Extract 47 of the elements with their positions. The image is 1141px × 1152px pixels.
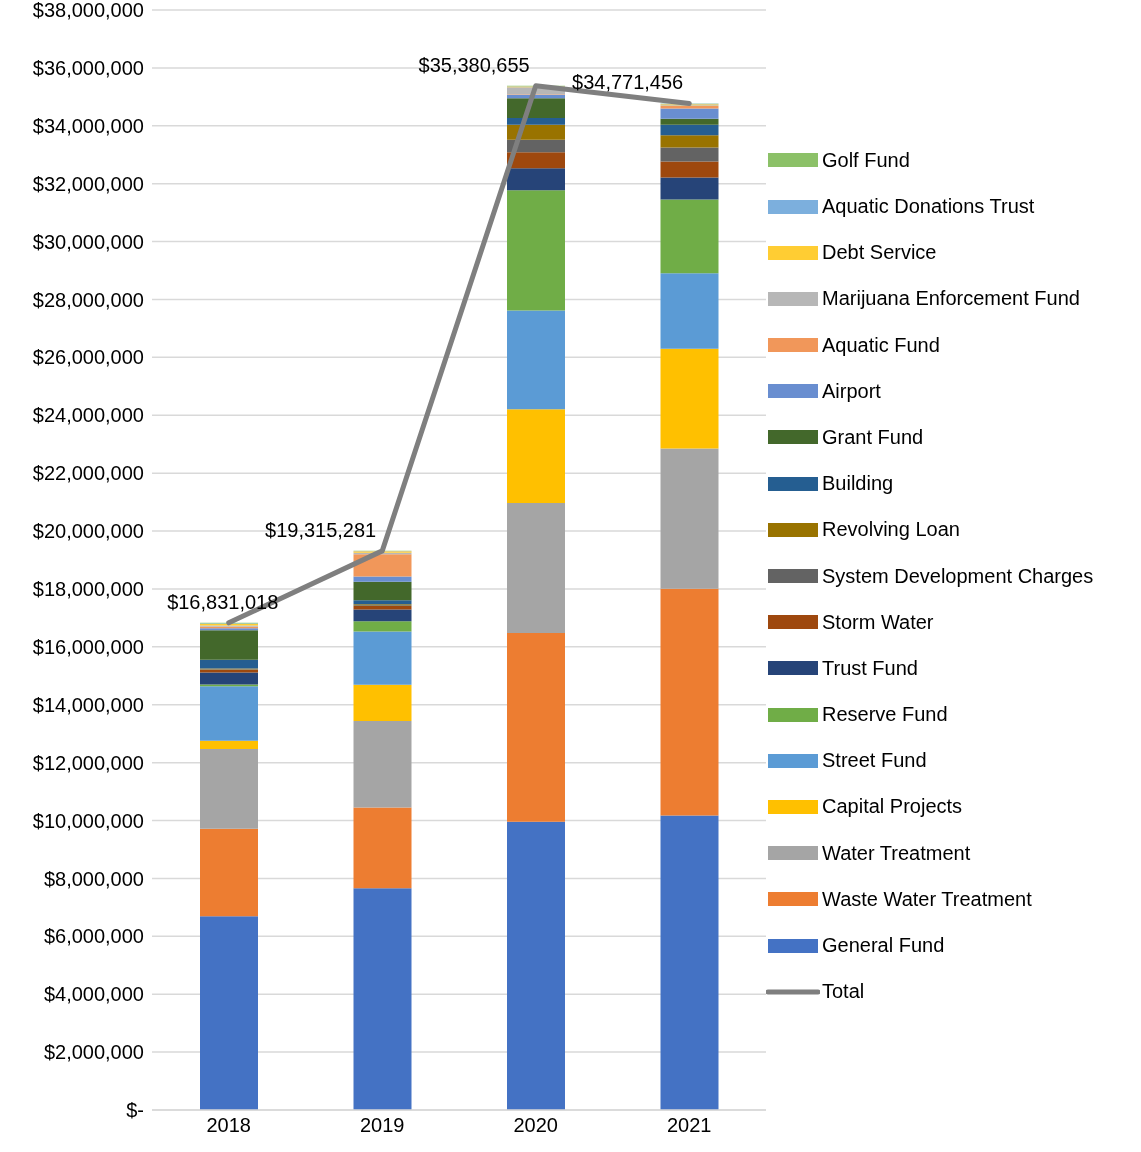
data-label: $16,831,018 xyxy=(167,590,279,613)
y-tick-label: $16,000,000 xyxy=(32,635,144,658)
y-tick-label: $30,000,000 xyxy=(32,230,144,253)
y-tick-label: $20,000,000 xyxy=(32,520,144,543)
legend-label: Marijuana Enforcement Fund xyxy=(822,287,1080,311)
y-tick-label: $28,000,000 xyxy=(32,288,144,311)
y-tick-label: $26,000,000 xyxy=(32,346,144,369)
legend-label: Aquatic Donations Trust xyxy=(822,195,1035,218)
x-tick-label: 2020 xyxy=(513,1114,558,1137)
y-tick-label: $2,000,000 xyxy=(43,1041,144,1064)
legend-label: Capital Projects xyxy=(822,795,963,819)
legend-label: Debt Service xyxy=(822,241,937,265)
y-tick-label: $34,000,000 xyxy=(32,114,144,137)
legend-label: Total xyxy=(822,980,865,1004)
y-tick-label: $4,000,000 xyxy=(43,983,144,1006)
legend-label: General Fund xyxy=(822,934,945,957)
legend-label: System Development Charges xyxy=(822,564,1094,588)
legend-label: Trust Fund xyxy=(822,656,918,680)
y-tick-label: $12,000,000 xyxy=(32,751,144,774)
legend-label: Storm Water xyxy=(822,610,934,634)
legend-label: Building xyxy=(822,472,894,496)
legend-label: Water Treatment xyxy=(822,841,971,865)
data-label: $35,380,655 xyxy=(418,53,530,76)
legend-label: Aquatic Fund xyxy=(822,333,940,357)
y-tick-label: $32,000,000 xyxy=(32,172,144,195)
y-tick-label: $- xyxy=(126,1099,144,1122)
data-label: $19,315,281 xyxy=(265,518,377,541)
legend-label: Airport xyxy=(822,379,881,403)
legend-label: Golf Fund xyxy=(822,148,910,172)
x-tick-label: 2019 xyxy=(360,1114,405,1137)
legend-label: Revolving Loan xyxy=(822,518,960,542)
legend-label: Grant Fund xyxy=(822,425,924,449)
y-tick-label: $22,000,000 xyxy=(32,462,144,485)
y-tick-label: $14,000,000 xyxy=(32,693,144,716)
legend-label: Street Fund xyxy=(822,749,927,773)
data-label: $34,771,456 xyxy=(572,71,684,94)
y-tick-label: $36,000,000 xyxy=(32,56,144,79)
x-tick-label: 2018 xyxy=(206,1114,251,1137)
y-tick-label: $38,000,000 xyxy=(32,0,144,22)
y-tick-label: $10,000,000 xyxy=(32,809,144,832)
legend-label: Reserve Fund xyxy=(822,703,948,727)
x-tick-label: 2021 xyxy=(667,1114,712,1137)
y-tick-label: $24,000,000 xyxy=(32,404,144,427)
legend-label: Waste Water Treatment xyxy=(822,887,1032,911)
y-tick-label: $8,000,000 xyxy=(43,867,144,890)
y-tick-label: $18,000,000 xyxy=(32,578,144,601)
y-tick-label: $6,000,000 xyxy=(43,925,144,948)
